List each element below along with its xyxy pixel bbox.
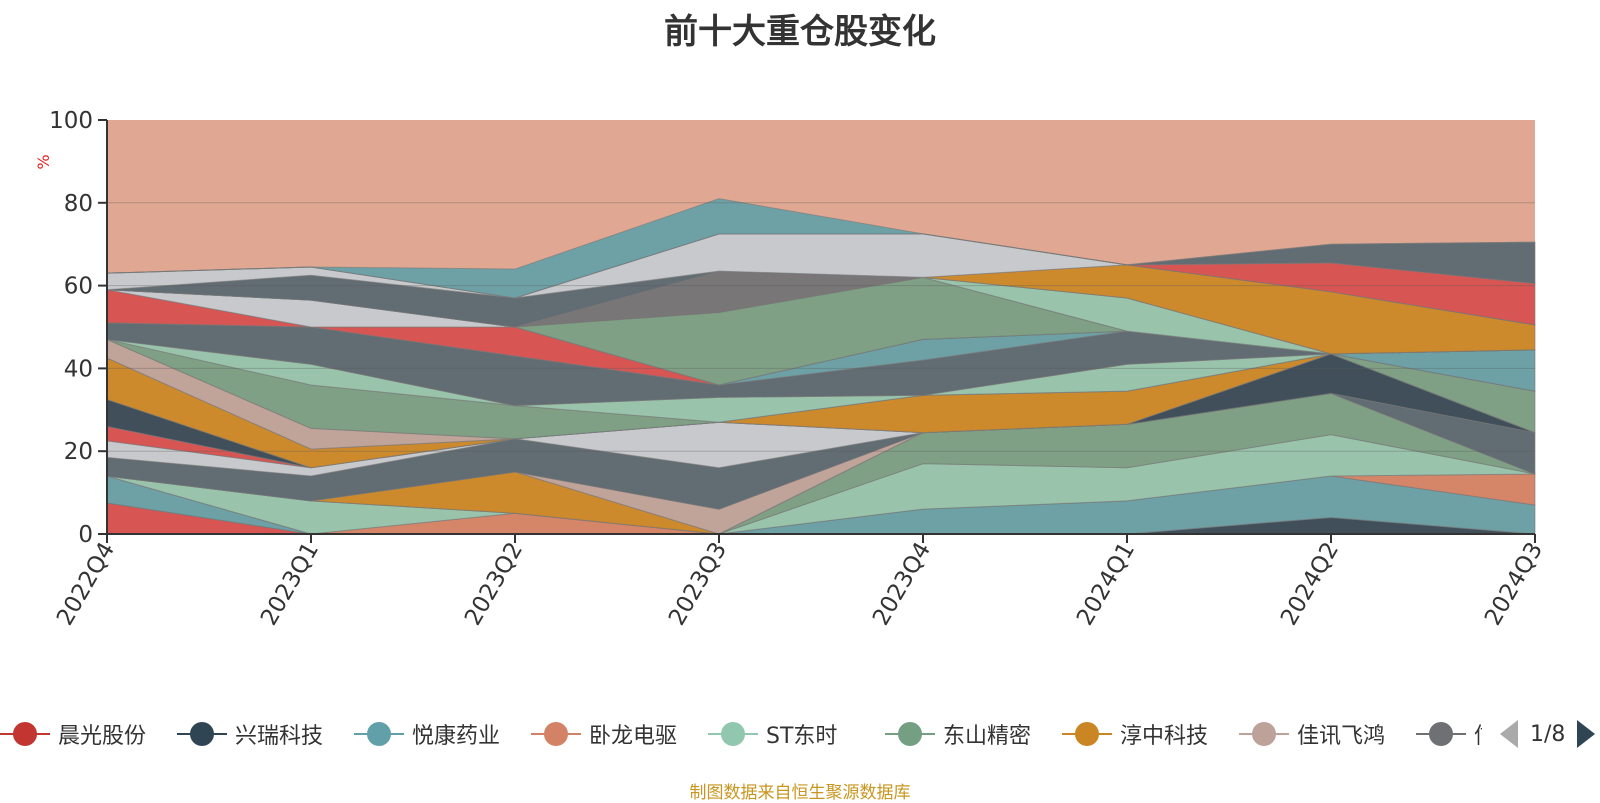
legend-label: 卧龙电驱 xyxy=(589,724,678,749)
x-tick-label: 2023Q2 xyxy=(460,538,528,630)
legend-label: ST东时 xyxy=(766,724,838,749)
legend-dot xyxy=(898,722,922,746)
legend-label: 兴瑞科技 xyxy=(235,724,324,749)
legend-dot xyxy=(544,722,568,746)
legend-dot xyxy=(190,722,214,746)
y-tick-label: 20 xyxy=(64,439,93,465)
legend-pager: 1/8 xyxy=(1500,718,1596,750)
legend-dot xyxy=(1075,722,1099,746)
x-tick-label: 2024Q3 xyxy=(1480,538,1548,630)
data-source-note: 制图数据来自恒生聚源数据库 xyxy=(689,783,911,803)
legend-item[interactable]: 信维通信 xyxy=(1416,714,1482,754)
legend-marker-icon xyxy=(885,721,935,747)
x-tick-label: 2023Q3 xyxy=(664,538,732,630)
legend-items: 晨光股份 兴瑞科技 悦康药业 卧龙电驱 ST东时 东山精密 淳中科技 佳讯飞鸿 信维通信 xyxy=(0,714,1482,754)
y-axis-label: % xyxy=(34,154,53,169)
area-series xyxy=(106,198,1536,535)
y-tick-label: 0 xyxy=(78,522,93,548)
legend-dot xyxy=(721,722,745,746)
next-page-icon[interactable] xyxy=(1577,720,1596,748)
legend-item[interactable]: 淳中科技 xyxy=(1062,714,1208,754)
x-tick-label: 2022Q4 xyxy=(52,538,120,630)
legend: 晨光股份 兴瑞科技 悦康药业 卧龙电驱 ST东时 东山精密 淳中科技 佳讯飞鸿 信维通信 xyxy=(0,714,1600,754)
legend-marker-icon xyxy=(1062,721,1112,747)
x-tick-label: 2023Q1 xyxy=(256,538,324,630)
x-tick-label: 2024Q2 xyxy=(1276,538,1344,630)
legend-item[interactable]: ST东时 xyxy=(708,714,837,754)
legend-dot xyxy=(1429,722,1453,746)
legend-marker-icon xyxy=(531,721,581,747)
area-series-29[interactable] xyxy=(106,198,1536,299)
legend-item[interactable]: 卧龙电驱 xyxy=(531,714,677,754)
legend-dot xyxy=(367,722,391,746)
x-tick-label: 2024Q1 xyxy=(1072,538,1140,630)
legend-marker-icon xyxy=(1416,721,1466,747)
y-tick-label: 80 xyxy=(64,191,93,217)
legend-label: 晨光股份 xyxy=(58,724,147,749)
area-chart: 0 20 40 60 80 100% 2022Q4 2023Q1 2023Q2 2023Q3 202… xyxy=(34,108,1548,630)
legend-label: 信维通信 xyxy=(1474,718,1482,750)
legend-item[interactable]: 佳讯飞鸿 xyxy=(1239,714,1385,754)
legend-dot xyxy=(13,722,37,746)
y-tick-label: 60 xyxy=(64,274,93,300)
chart-title: 前十大重仓股变化 xyxy=(664,12,936,52)
x-tick-label: 2023Q4 xyxy=(868,538,936,630)
legend-label: 佳讯飞鸿 xyxy=(1297,724,1386,749)
legend-marker-icon xyxy=(708,721,758,747)
legend-item[interactable]: 晨光股份 xyxy=(0,714,146,754)
legend-marker-icon xyxy=(177,721,227,747)
legend-item[interactable]: 兴瑞科技 xyxy=(177,714,323,754)
page-indicator: 1/8 xyxy=(1530,721,1566,747)
legend-item[interactable]: 悦康药业 xyxy=(354,714,500,754)
prev-page-icon[interactable] xyxy=(1500,720,1518,748)
legend-marker-icon xyxy=(0,721,50,747)
legend-marker-icon xyxy=(354,721,404,747)
legend-item[interactable]: 东山精密 xyxy=(885,714,1031,754)
legend-label: 悦康药业 xyxy=(412,724,501,749)
legend-marker-icon xyxy=(1239,721,1289,747)
y-tick-label: 100 xyxy=(49,108,93,134)
legend-dot xyxy=(1252,722,1276,746)
legend-label: 东山精密 xyxy=(943,724,1032,749)
legend-label: 淳中科技 xyxy=(1120,724,1209,749)
y-tick-label: 40 xyxy=(64,356,93,382)
